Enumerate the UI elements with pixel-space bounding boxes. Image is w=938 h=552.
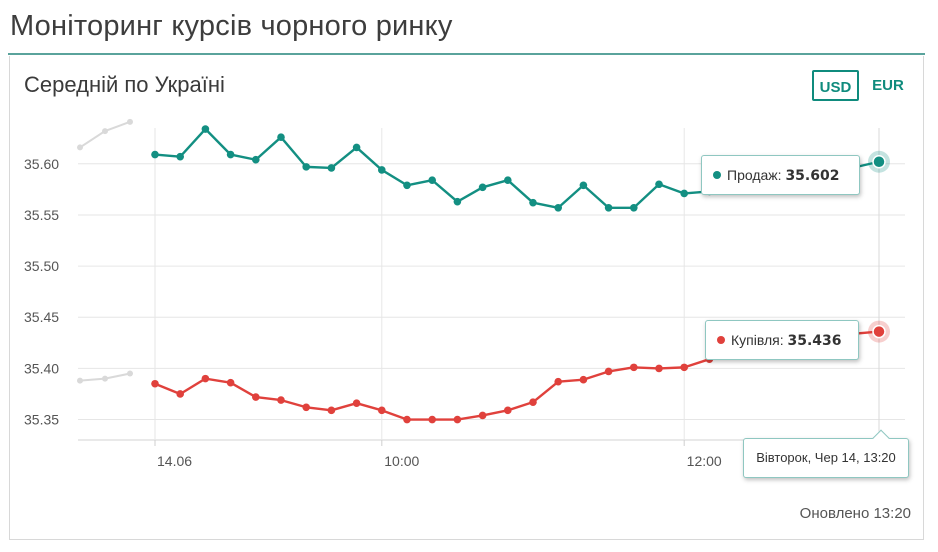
sell-data-point: [252, 155, 260, 164]
date-tooltip: Вівторок, Чер 14, 13:20: [743, 438, 909, 478]
page-title: Моніторинг курсів чорного ринку: [10, 10, 453, 42]
sell-data-point: [226, 150, 235, 159]
y-tick-label: 35.40: [24, 360, 59, 376]
buy-data-point: [378, 406, 386, 415]
buy-label: Купівля:: [731, 332, 784, 348]
sell-data-point: [201, 125, 210, 133]
previous-buy-point: [77, 377, 83, 384]
sell-data-point: [529, 198, 537, 207]
buy-data-point: [655, 364, 663, 373]
buy-data-point: [327, 406, 336, 415]
buy-data-point: [403, 415, 411, 424]
buy-data-point: [352, 399, 361, 407]
y-axis-ticks: 35.35 35.40 35.45 35.50 35.55 35.60: [24, 156, 59, 428]
x-axis-ticks: 14.06 10:00 12:00: [154, 440, 722, 469]
buy-value: 35.436: [787, 333, 842, 349]
buy-data-point: [302, 403, 311, 412]
y-tick-label: 35.50: [24, 258, 59, 274]
eur-button[interactable]: EUR: [872, 77, 904, 94]
title-divider: [8, 53, 925, 55]
buy-data-point: [151, 379, 159, 388]
buy-data-point: [504, 406, 512, 415]
sell-data-point: [604, 203, 613, 212]
y-tick-label: 35.55: [24, 207, 59, 223]
sell-data-point: [302, 163, 311, 171]
sell-data-point: [327, 164, 336, 172]
updated-label: Оновлено 13:20: [799, 505, 911, 522]
previous-sell-point: [77, 144, 83, 151]
y-tick-label: 35.45: [24, 309, 59, 325]
previous-sell-line: [79, 120, 131, 149]
buy-data-point: [453, 415, 462, 424]
sell-data-point: [680, 189, 688, 198]
buy-data-point: [554, 377, 562, 386]
buy-data-point: [680, 363, 688, 372]
sell-tooltip: Продаж: 35.602: [701, 155, 860, 195]
buy-tooltip: Купівля: 35.436: [705, 320, 859, 360]
sell-data-point: [478, 183, 487, 192]
sell-value: 35.602: [785, 168, 840, 184]
date-label: Вівторок, Чер 14, 13:20: [756, 450, 896, 465]
sell-data-point: [655, 180, 663, 189]
y-tick-label: 35.60: [24, 156, 59, 172]
buy-data-point: [478, 411, 487, 420]
sell-data-point: [630, 203, 638, 212]
sell-hover-point: [872, 155, 886, 169]
buy-data-point: [201, 374, 210, 383]
previous-buy-point: [127, 370, 133, 377]
sell-data-point: [352, 143, 361, 152]
x-tick-label: 12:00: [687, 453, 722, 469]
previous-day-series: [77, 118, 133, 384]
y-tick-label: 35.35: [24, 412, 59, 428]
sell-data-point: [504, 176, 512, 184]
hover-markers: [868, 128, 890, 440]
buy-data-point: [226, 378, 235, 387]
buy-data-point: [579, 375, 588, 384]
sell-data-point: [453, 197, 462, 206]
sell-label: Продаж:: [727, 167, 782, 183]
x-tick-label: 14.06: [157, 453, 192, 469]
previous-sell-point: [102, 128, 108, 135]
buy-hover-point: [872, 324, 886, 339]
buy-data-point: [604, 367, 613, 376]
buy-data-point: [428, 415, 437, 424]
buy-data-point: [277, 396, 285, 404]
sell-data-point: [403, 181, 411, 190]
x-tick-label: 10:00: [384, 453, 419, 469]
sell-data-point: [277, 133, 285, 142]
sell-data-point: [554, 203, 562, 212]
buy-data-point: [252, 393, 260, 401]
sell-data-point: [378, 166, 386, 174]
usd-button[interactable]: USD: [812, 70, 859, 101]
previous-sell-point: [127, 118, 133, 125]
sell-data-point: [176, 152, 184, 161]
buy-data-point: [630, 363, 638, 372]
buy-data-point: [176, 390, 184, 398]
card-title: Середній по Україні: [24, 72, 225, 97]
buy-dot-icon: [717, 336, 725, 344]
sell-data-point: [579, 181, 588, 190]
sell-dot-icon: [713, 171, 721, 179]
previous-buy-point: [102, 375, 108, 382]
sell-data-point: [151, 150, 159, 159]
buy-data-point: [529, 398, 537, 406]
sell-data-point: [428, 176, 437, 184]
